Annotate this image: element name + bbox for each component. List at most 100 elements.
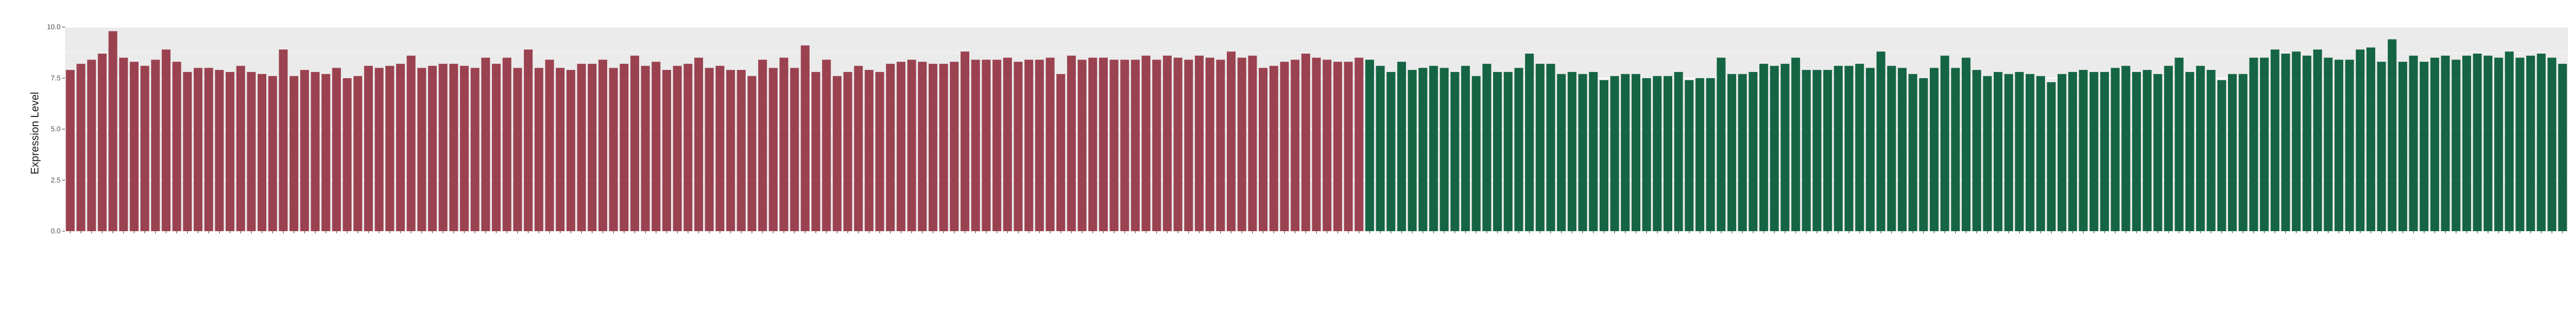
bar	[1503, 71, 1513, 231]
bar	[1099, 57, 1108, 232]
bar	[1780, 63, 1790, 232]
bar	[2420, 62, 2429, 231]
bar	[726, 70, 735, 232]
bars	[65, 31, 2567, 232]
bar	[279, 49, 288, 231]
bar	[2206, 70, 2216, 232]
bar	[513, 68, 522, 232]
bar	[758, 60, 767, 231]
bar	[811, 71, 820, 231]
bar	[886, 63, 895, 232]
bar	[2505, 51, 2514, 232]
bar	[662, 70, 672, 232]
bar	[385, 66, 395, 231]
bar	[1088, 57, 1098, 232]
bar	[1109, 60, 1119, 231]
bar	[1269, 66, 1278, 231]
bar	[2558, 63, 2567, 232]
bar	[1162, 55, 1172, 231]
bar	[950, 62, 959, 231]
bar	[151, 60, 160, 231]
bar	[1152, 60, 1161, 231]
bar	[2121, 66, 2131, 231]
bar	[1961, 57, 1971, 232]
bar	[1759, 63, 1769, 232]
bar	[1291, 60, 1300, 231]
bar	[65, 70, 75, 232]
bar	[108, 31, 117, 231]
bar	[1323, 60, 1332, 231]
bar	[2026, 74, 2035, 231]
bar	[864, 70, 873, 232]
bar	[364, 66, 373, 231]
bar	[459, 66, 469, 231]
bar	[1535, 63, 1545, 232]
bar	[396, 63, 405, 232]
bar	[2515, 57, 2525, 232]
bar	[1280, 62, 1289, 231]
bar	[1014, 62, 1023, 231]
bar	[1749, 71, 1758, 231]
bar	[1834, 66, 1843, 231]
bar	[2015, 71, 2024, 231]
bar	[1812, 70, 1822, 232]
bar	[1482, 63, 1491, 232]
bar	[2196, 66, 2205, 231]
bar	[2249, 57, 2258, 232]
bar	[290, 76, 299, 232]
bar	[1823, 70, 1832, 232]
bar	[2068, 71, 2077, 231]
bar	[1237, 57, 1246, 232]
bar	[1365, 60, 1374, 231]
bar	[1184, 60, 1193, 231]
bar	[1077, 60, 1087, 231]
bar	[1493, 71, 1502, 231]
bar	[1226, 51, 1236, 232]
bar	[1355, 57, 1364, 232]
bar	[2388, 39, 2397, 232]
y-tick-label: 0.0	[51, 227, 61, 235]
bar	[2409, 55, 2418, 231]
bar	[1173, 57, 1182, 232]
bar	[790, 68, 799, 232]
bar	[300, 70, 309, 232]
bar	[960, 51, 970, 232]
bar	[2153, 74, 2163, 231]
bar	[694, 57, 704, 232]
bar	[2004, 74, 2013, 231]
bar	[321, 74, 331, 231]
bar	[1717, 57, 1726, 232]
bar	[1141, 55, 1151, 231]
bar	[800, 45, 810, 232]
bar	[2356, 49, 2365, 231]
bar	[534, 68, 543, 232]
bar	[588, 63, 597, 232]
bar	[2452, 60, 2461, 231]
bar	[1631, 74, 1640, 231]
y-axis-ticks: 0.0 2.5 5.0 7.5 10.0	[47, 23, 65, 235]
bar	[2345, 60, 2354, 231]
bar	[1908, 74, 1917, 231]
bar	[247, 71, 256, 231]
bar	[1865, 68, 1875, 232]
bar	[1024, 60, 1034, 231]
bar	[417, 68, 426, 232]
bar	[87, 60, 96, 231]
bar	[854, 66, 863, 231]
bar	[481, 57, 490, 232]
bar	[492, 63, 501, 232]
bar	[1897, 68, 1907, 232]
bar	[1397, 62, 1407, 231]
bar	[1663, 76, 1673, 232]
bar	[918, 62, 927, 231]
bar	[1429, 66, 1438, 231]
bar	[215, 70, 224, 232]
bar	[449, 63, 458, 232]
bar	[2430, 57, 2440, 232]
bar	[1951, 68, 1960, 232]
bar	[1887, 66, 1896, 231]
bar	[566, 70, 575, 232]
bar	[438, 63, 448, 232]
bar	[172, 62, 181, 231]
bar	[2047, 82, 2056, 232]
